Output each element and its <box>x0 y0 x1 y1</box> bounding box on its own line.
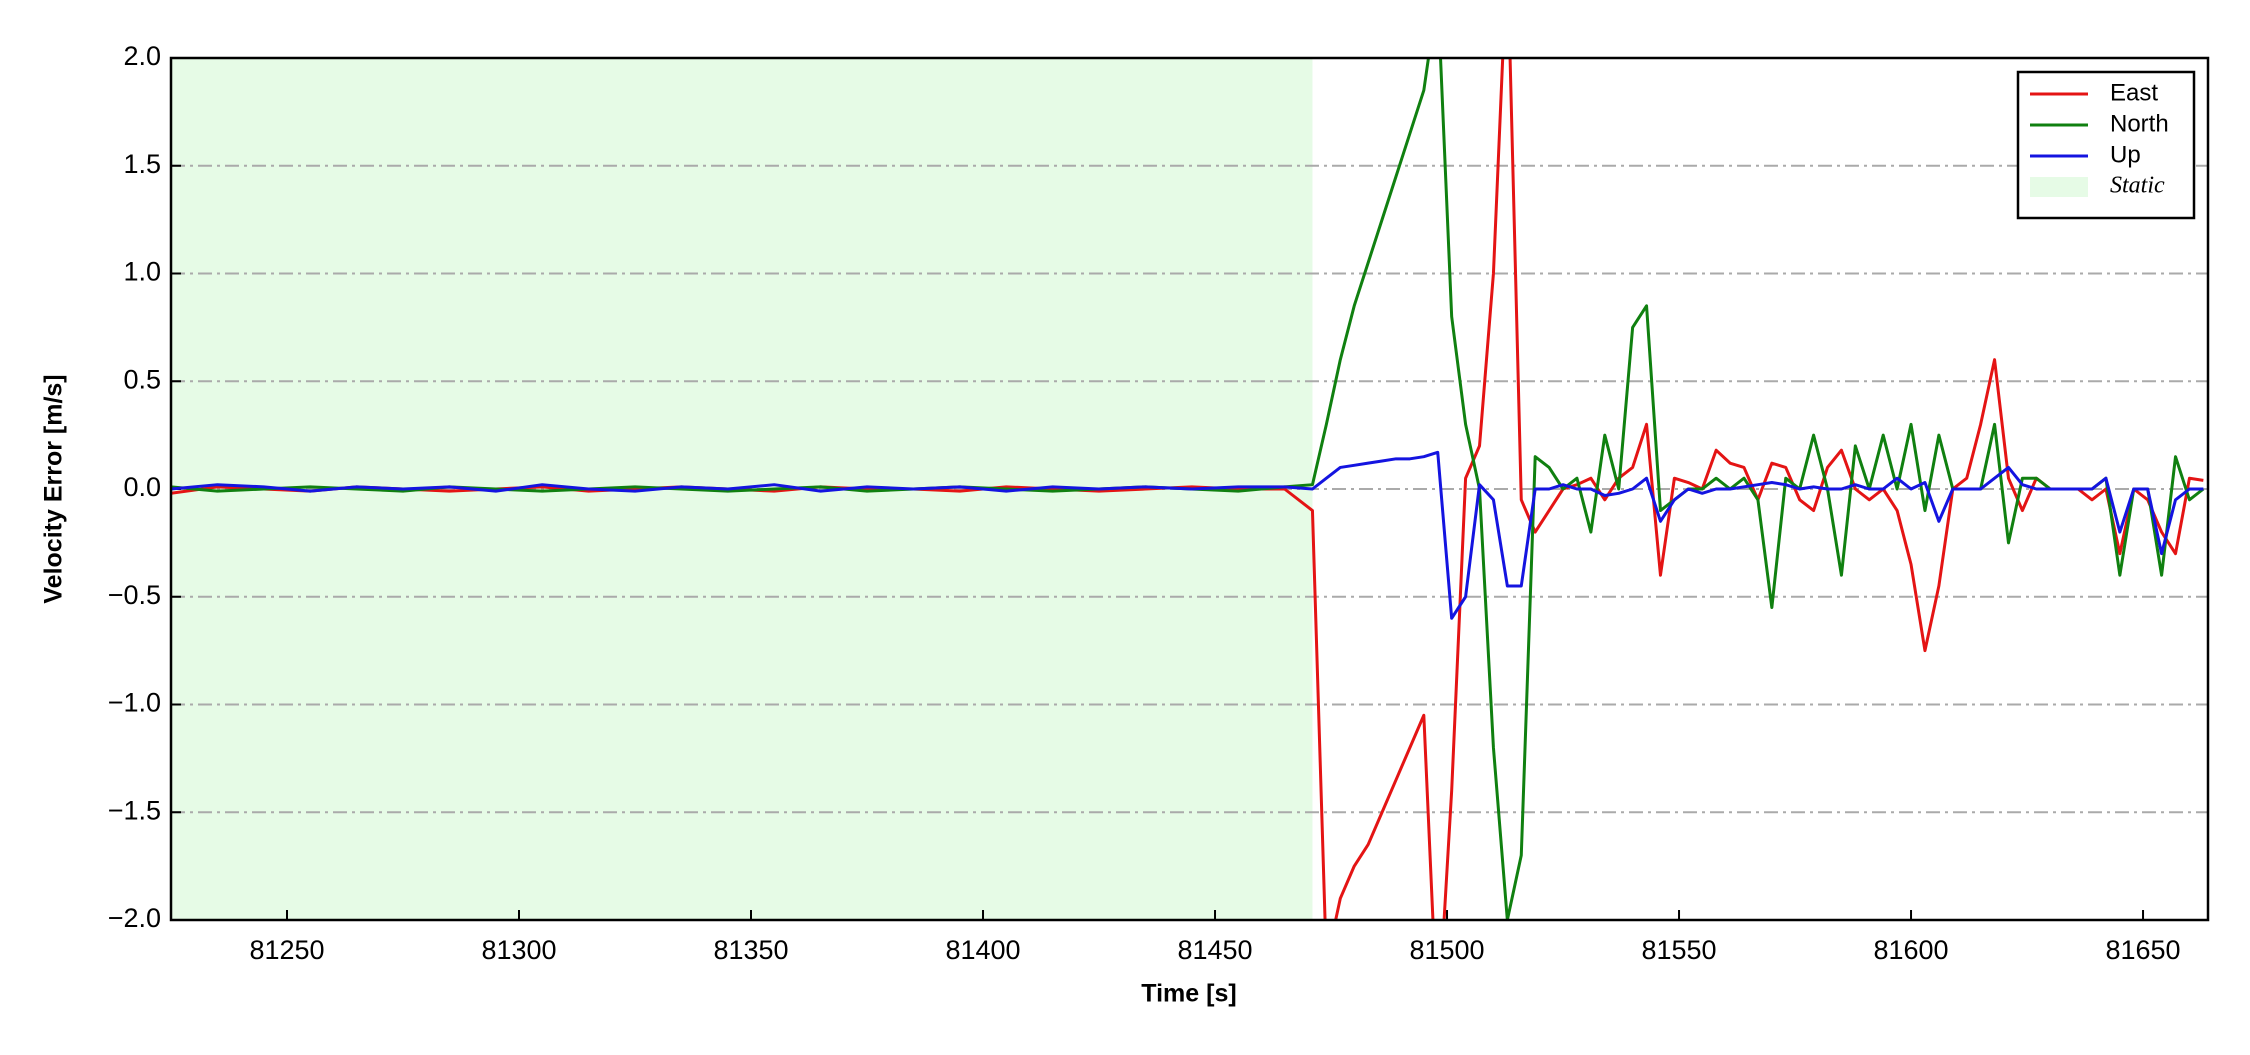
plot-lines <box>171 58 2205 920</box>
y-tick-label: 2.0 <box>123 41 161 71</box>
x-tick-label: 81250 <box>249 935 324 965</box>
x-tick-label: 81450 <box>1177 935 1252 965</box>
y-axis-label: Velocity Error [m/s] <box>40 374 68 603</box>
y-tick-label: 0.0 <box>123 472 161 502</box>
y-tick-label: 1.5 <box>123 149 161 179</box>
series-line <box>171 450 2204 620</box>
legend: East North Up Static <box>2016 70 2196 220</box>
series-line <box>171 58 2205 920</box>
plot-frame <box>169 56 2210 922</box>
y-tick-label: −1.0 <box>108 688 161 718</box>
legend-label: Static <box>2110 173 2165 199</box>
y-tick-label: −1.5 <box>108 795 161 825</box>
x-axis-label: Time [s] <box>1141 980 1236 1008</box>
legend-label: East <box>2110 79 2158 106</box>
x-tick-label: 81300 <box>481 935 556 965</box>
x-tick-label: 81350 <box>713 935 788 965</box>
legend-label: Up <box>2110 141 2141 168</box>
legend-swatch <box>2030 177 2088 197</box>
y-tick-label: 0.5 <box>123 364 161 394</box>
x-tick-label: 81500 <box>1409 935 1484 965</box>
y-tick-label: −2.0 <box>108 903 161 933</box>
x-tick-label: 81400 <box>945 935 1020 965</box>
x-tick-label: 81600 <box>1873 935 1948 965</box>
legend-label: North <box>2110 110 2169 137</box>
y-tick-label: −0.5 <box>108 580 161 610</box>
x-tick-label: 81550 <box>1641 935 1716 965</box>
y-tick-label: 1.0 <box>123 257 161 287</box>
x-tick-label: 81650 <box>2105 935 2180 965</box>
